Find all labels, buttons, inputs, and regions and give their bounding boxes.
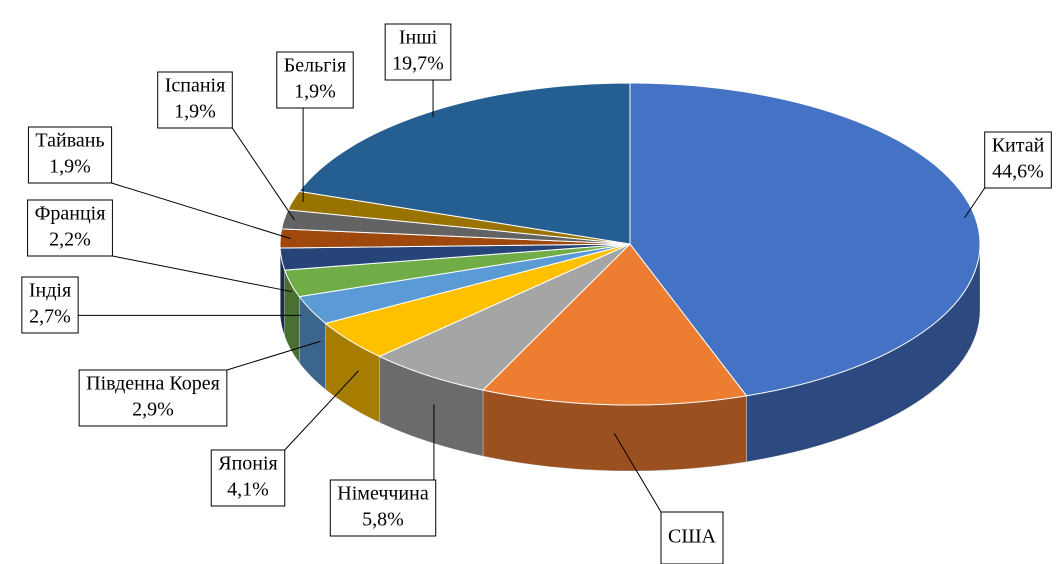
slice-side-shade	[299, 296, 326, 390]
data-label: Індія 2,7%	[21, 276, 79, 334]
label-name: Індія	[29, 280, 71, 302]
label-box	[78, 369, 228, 427]
label-box	[984, 131, 1052, 189]
slice	[481, 243, 748, 406]
slice-side-shade	[280, 248, 285, 337]
label-box	[329, 479, 437, 537]
data-label: Китай 44,6%	[984, 131, 1052, 189]
leader-line	[613, 432, 662, 513]
label-box	[157, 71, 233, 129]
slice-side-shade	[325, 323, 380, 423]
slice-side-shade	[482, 390, 747, 471]
label-value: 1,9%	[174, 101, 216, 123]
leader-line	[231, 127, 295, 221]
label-name: США	[668, 526, 717, 548]
label-name: Японія	[218, 453, 278, 475]
label-name: Іспанія	[165, 75, 226, 97]
label-value: 4,1%	[227, 479, 269, 501]
slice-side-shade	[379, 356, 483, 457]
label-name: Китай	[992, 135, 1045, 157]
slice-side-shade	[746, 244, 980, 462]
label-value: 2,7%	[29, 306, 71, 328]
label-name: Тайвань	[35, 130, 104, 152]
data-label: Інші 19,7%	[384, 23, 452, 81]
label-name: Франція	[35, 203, 106, 225]
slice	[629, 82, 981, 397]
label-name: Інші	[399, 27, 438, 49]
data-label: Німеччина 5,8%	[329, 479, 437, 537]
label-name: Німеччина	[337, 483, 429, 505]
data-label: Японія 4,1%	[210, 449, 286, 507]
label-name: Південна Корея	[86, 373, 220, 395]
label-value: 5,8%	[362, 509, 404, 531]
label-value: 1,9%	[294, 81, 336, 103]
slice	[378, 243, 631, 391]
label-box	[384, 23, 452, 81]
label-value: 2,2%	[49, 229, 91, 251]
label-box	[21, 276, 79, 334]
slice	[298, 82, 631, 245]
label-box	[27, 126, 113, 184]
data-label: США	[660, 511, 724, 564]
label-value: 19,7%	[392, 53, 444, 75]
label-name: Бельгія	[284, 55, 346, 77]
data-label: Південна Корея 2,9%	[78, 369, 228, 427]
label-value: 2,9%	[132, 399, 174, 421]
label-box	[660, 511, 724, 564]
label-box	[27, 199, 113, 257]
leader-line	[226, 340, 321, 371]
label-box	[210, 449, 286, 507]
leader-line	[111, 182, 291, 240]
label-box	[276, 51, 354, 109]
data-label: Франція 2,2%	[27, 199, 113, 257]
data-label: Бельгія 1,9%	[276, 51, 354, 109]
label-value: 1,9%	[49, 156, 91, 178]
leader-line	[112, 255, 293, 293]
leader-line	[964, 187, 986, 218]
data-label: Тайвань 1,9%	[27, 126, 113, 184]
slice-side-shade	[284, 270, 300, 363]
data-label: Іспанія 1,9%	[157, 71, 233, 129]
leader-line	[284, 370, 359, 451]
label-value: 44,6%	[992, 161, 1044, 183]
